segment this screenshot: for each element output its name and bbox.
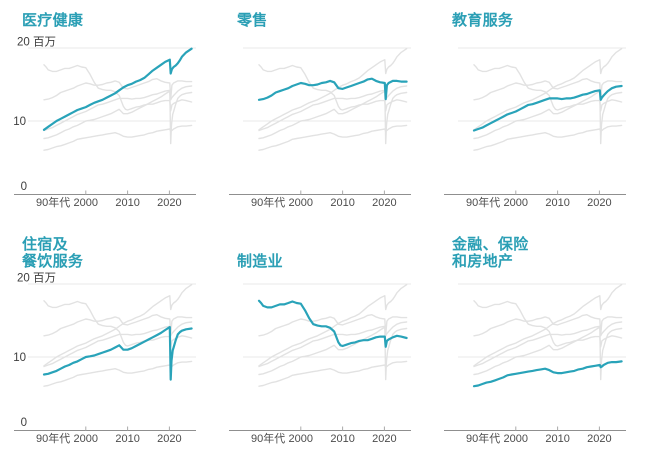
line-chart-retail: 90年代 2000 2010 2020: [229, 47, 411, 209]
panel-title-line: 餐饮服务: [22, 253, 84, 270]
series-line-finance: [43, 124, 193, 151]
series-line-finance: [258, 360, 408, 387]
series-line-finance: [258, 124, 408, 151]
panel-title-finance: 金融、保险 和房地产: [452, 236, 650, 270]
series-line-education: [472, 84, 623, 132]
x-tick-label: 2020: [587, 197, 611, 209]
panel-education: 教育服务 90年代 2000 2010 2020: [438, 12, 650, 212]
series-line-accommodation: [258, 326, 408, 381]
chart-grid: 医疗健康 90年代 2000 2010 2020 20 百万 10 0 零售 90年代 200…: [8, 12, 650, 448]
panel-title-healthcare: 医疗健康: [22, 12, 223, 34]
panel-retail: 零售 90年代 2000 2010 2020: [223, 12, 438, 212]
y-label-top: 20 百万: [17, 37, 56, 49]
x-tick-label: 2020: [157, 433, 181, 445]
x-tick-label: 2010: [115, 197, 139, 209]
y-label-mid: 10: [13, 352, 26, 364]
x-tick-label: 2010: [330, 197, 354, 209]
series-line-accommodation: [42, 325, 193, 381]
x-tick-label: 2000: [504, 433, 528, 445]
panel-title-line: 医疗健康: [22, 12, 84, 29]
panel-title-line: 金融、保险: [452, 236, 529, 253]
y-label-zero: 0: [21, 181, 27, 193]
x-tick-label: 90年代: [251, 431, 285, 445]
series-line-education: [43, 321, 193, 368]
panel-manufacturing: 制造业 90年代 2000 2010 2020: [223, 212, 438, 448]
panel-title-retail: 零售: [237, 12, 438, 34]
series-line-manufacturing: [473, 300, 623, 348]
x-tick-label: 2010: [545, 197, 569, 209]
line-chart-accommodation: 90年代 2000 2010 2020 20 百万 10 0: [13, 273, 196, 445]
panel-title-line: 制造业: [237, 253, 283, 270]
x-tick-label: 2010: [330, 433, 354, 445]
y-label-mid: 10: [13, 116, 26, 128]
series-line-healthcare: [42, 47, 193, 131]
series-line-education: [43, 85, 193, 132]
series-line-healthcare: [473, 283, 623, 367]
series-line-healthcare: [473, 47, 623, 131]
x-tick-label: 2000: [289, 197, 313, 209]
series-line-manufacturing: [258, 64, 408, 112]
panel-title-line: 住宿及: [22, 236, 68, 253]
series-line-healthcare: [258, 283, 408, 367]
line-chart-healthcare: 90年代 2000 2010 2020 20 百万 10 0: [13, 37, 196, 209]
x-tick-label: 90年代: [466, 195, 500, 209]
panel-healthcare: 医疗健康 90年代 2000 2010 2020 20 百万 10 0: [8, 12, 223, 212]
x-tick-label: 2000: [74, 197, 98, 209]
series-line-manufacturing: [473, 64, 623, 112]
series-line-accommodation: [43, 90, 193, 145]
line-chart-finance: 90年代 2000 2010 2020: [444, 283, 626, 445]
series-line-education: [258, 321, 408, 368]
series-line-accommodation: [258, 90, 408, 145]
series-line-accommodation: [473, 90, 623, 145]
x-tick-label: 90年代: [251, 195, 285, 209]
series-line-education: [473, 321, 623, 368]
x-tick-label: 2000: [74, 433, 98, 445]
y-label-top: 20 百万: [17, 273, 56, 285]
x-tick-label: 90年代: [36, 195, 70, 209]
series-line-healthcare: [43, 283, 193, 367]
panel-title-education: 教育服务: [452, 12, 650, 34]
panel-title-line: 教育服务: [452, 12, 514, 29]
series-line-finance: [473, 124, 623, 151]
series-line-accommodation: [473, 326, 623, 381]
x-tick-label: 90年代: [466, 431, 500, 445]
x-tick-label: 2010: [545, 433, 569, 445]
series-line-manufacturing: [257, 299, 408, 348]
series-line-finance: [472, 360, 623, 388]
x-tick-label: 2020: [372, 197, 396, 209]
series-line-manufacturing: [43, 64, 193, 112]
x-tick-label: 90年代: [36, 431, 70, 445]
x-tick-label: 2020: [372, 433, 396, 445]
panel-title-line: 和房地产: [452, 253, 514, 270]
panel-title-accommodation: 住宿及 餐饮服务: [22, 236, 223, 270]
x-tick-label: 2020: [157, 197, 181, 209]
x-tick-label: 2000: [289, 433, 313, 445]
line-chart-education: 90年代 2000 2010 2020: [444, 47, 626, 209]
y-label-zero: 0: [21, 417, 27, 429]
panel-accommodation: 住宿及 餐饮服务 90年代 2000 2010 2020 20 百万 10 0: [8, 212, 223, 448]
x-tick-label: 2010: [115, 433, 139, 445]
line-chart-manufacturing: 90年代 2000 2010 2020: [229, 283, 411, 445]
x-tick-label: 2020: [587, 433, 611, 445]
x-tick-label: 2000: [504, 197, 528, 209]
series-line-healthcare: [258, 47, 408, 131]
panel-title-line: 零售: [237, 12, 268, 29]
series-line-retail: [257, 77, 408, 101]
panel-finance: 金融、保险 和房地产 90年代 2000 2010 2020: [438, 212, 650, 448]
panel-title-manufacturing: 制造业: [237, 236, 438, 270]
